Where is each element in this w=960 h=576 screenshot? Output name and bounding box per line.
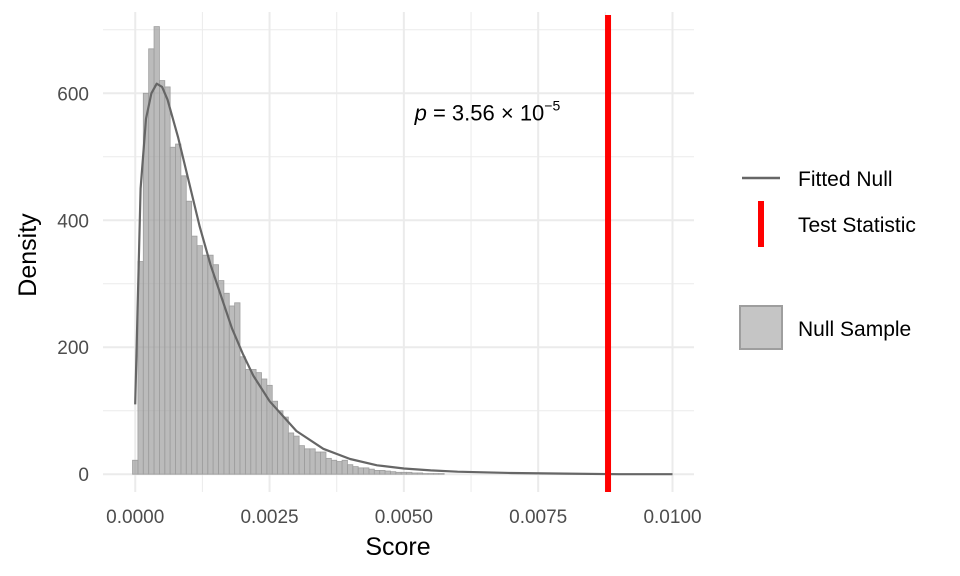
histogram-bar bbox=[373, 470, 381, 475]
x-axis-title: Score bbox=[365, 533, 430, 561]
histogram-bar bbox=[384, 470, 391, 475]
histogram-bar bbox=[244, 369, 252, 475]
histogram-bar bbox=[185, 200, 193, 475]
p-value-annotation: p = 3.56 × 10−5 bbox=[414, 97, 561, 125]
y-axis-ticks: 0 200 400 600 bbox=[57, 84, 89, 486]
legend: Fitted Null Test Statistic Null Sample bbox=[739, 168, 916, 350]
histogram-bar bbox=[212, 264, 219, 475]
histogram-bar bbox=[406, 471, 413, 475]
histogram-bar bbox=[309, 448, 316, 475]
histogram-bar bbox=[132, 459, 139, 475]
histogram-bar bbox=[390, 471, 397, 475]
histogram-bar bbox=[341, 459, 348, 475]
histogram-bar bbox=[293, 435, 300, 475]
histogram-bar bbox=[438, 473, 445, 475]
histogram-bar bbox=[159, 80, 166, 475]
histogram-bar bbox=[416, 472, 424, 475]
fitted-null-curve bbox=[134, 82, 673, 476]
fitted-null-layer bbox=[134, 82, 673, 476]
histogram-bar bbox=[207, 254, 214, 475]
histogram-bar bbox=[363, 467, 370, 475]
histogram-bar bbox=[180, 175, 187, 475]
histogram-bar bbox=[368, 468, 375, 475]
histogram-bar bbox=[330, 459, 338, 475]
histogram-bar bbox=[336, 461, 343, 475]
histogram-bar bbox=[347, 464, 354, 475]
histogram-bar bbox=[169, 146, 176, 475]
histogram-bar bbox=[148, 48, 155, 475]
x-tick-label: 0.0050 bbox=[375, 507, 433, 528]
y-tick-label: 600 bbox=[57, 84, 89, 105]
histogram-bar bbox=[379, 470, 386, 475]
x-axis-ticks: 0.0000 0.0025 0.0050 0.0075 0.0100 bbox=[106, 507, 701, 528]
x-tick-label: 0.0075 bbox=[509, 507, 567, 528]
x-tick-label: 0.0000 bbox=[106, 507, 164, 528]
histogram-bar bbox=[325, 457, 332, 475]
y-tick-label: 200 bbox=[57, 338, 89, 359]
histogram-bar bbox=[400, 471, 407, 475]
histogram-bar bbox=[201, 254, 209, 475]
histogram-bar bbox=[250, 369, 257, 475]
histogram-bar bbox=[234, 302, 241, 475]
legend-label-null-sample: Null Sample bbox=[798, 318, 911, 341]
y-tick-label: 0 bbox=[78, 465, 89, 486]
histogram-bars bbox=[132, 26, 445, 475]
annotation-layer: p = 3.56 × 10−5 bbox=[414, 97, 561, 125]
x-tick-label: 0.0100 bbox=[643, 507, 701, 528]
histogram-bar bbox=[153, 26, 160, 475]
histogram-bar bbox=[239, 356, 246, 475]
histogram-bar bbox=[191, 235, 198, 475]
x-tick-label: 0.0025 bbox=[240, 507, 298, 528]
histogram-bar bbox=[357, 467, 364, 475]
histogram-bar bbox=[422, 473, 429, 475]
histogram-bar bbox=[287, 432, 295, 475]
legend-key-null-sample bbox=[739, 305, 783, 350]
histogram-bar bbox=[352, 466, 359, 475]
histogram-bar bbox=[314, 451, 321, 475]
y-axis-title: Density bbox=[14, 213, 42, 297]
legend-label-fitted-null: Fitted Null bbox=[798, 168, 893, 191]
histogram-bar bbox=[304, 448, 311, 475]
histogram-bar bbox=[196, 245, 203, 475]
y-tick-label: 400 bbox=[57, 211, 89, 232]
histogram-bar bbox=[411, 472, 418, 475]
histogram-bar bbox=[271, 400, 279, 475]
histogram-bar bbox=[282, 416, 289, 475]
histogram-bar bbox=[218, 280, 225, 475]
histogram-bar bbox=[433, 473, 440, 475]
histogram-bar bbox=[164, 86, 171, 475]
histogram-bar bbox=[320, 451, 327, 475]
histogram-bar bbox=[427, 473, 434, 475]
histogram-bar bbox=[298, 445, 305, 475]
legend-label-test-statistic: Test Statistic bbox=[798, 214, 916, 237]
histogram-bar bbox=[277, 410, 284, 475]
histogram-bar bbox=[395, 471, 402, 475]
histogram-bar bbox=[175, 143, 182, 475]
